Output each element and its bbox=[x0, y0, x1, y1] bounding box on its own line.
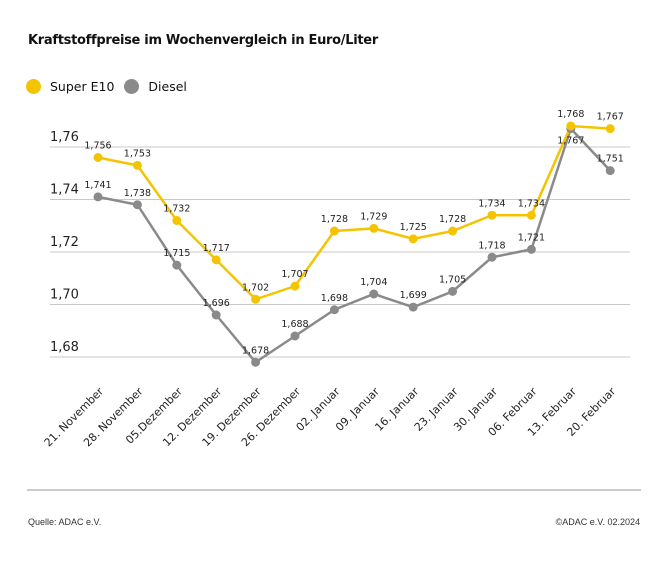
data-point bbox=[369, 223, 379, 233]
copyright-note: ©ADAC e.V. 02.2024 bbox=[555, 517, 640, 527]
data-point bbox=[290, 281, 300, 291]
data-point bbox=[211, 255, 221, 265]
data-point bbox=[526, 210, 536, 220]
data-point bbox=[408, 302, 418, 312]
data-point bbox=[132, 160, 142, 170]
y-tick-label: 1,70 bbox=[50, 288, 79, 303]
data-point bbox=[448, 226, 458, 236]
y-tick-label: 1,68 bbox=[50, 340, 79, 355]
data-point bbox=[172, 216, 182, 225]
y-tick-label: 1,72 bbox=[50, 235, 79, 250]
data-label: 1,721 bbox=[518, 232, 545, 243]
data-label: 1,688 bbox=[281, 319, 308, 330]
legend: Super E10 Diesel bbox=[26, 79, 197, 94]
data-point bbox=[290, 331, 300, 341]
data-point bbox=[369, 289, 379, 299]
data-label: 1,696 bbox=[203, 298, 230, 309]
chart-title: Kraftstoffpreise im Wochenvergleich in E… bbox=[28, 33, 378, 48]
data-point bbox=[526, 244, 536, 254]
data-label: 1,767 bbox=[597, 112, 624, 123]
data-label: 1,734 bbox=[478, 198, 505, 209]
data-label: 1,698 bbox=[321, 293, 348, 304]
data-point bbox=[93, 153, 103, 162]
data-point bbox=[93, 192, 103, 202]
data-point bbox=[172, 260, 182, 270]
data-label: 1,717 bbox=[203, 243, 230, 254]
legend-marker-diesel bbox=[124, 79, 140, 94]
data-label: 1,734 bbox=[518, 198, 545, 209]
data-label: 1,702 bbox=[242, 282, 269, 293]
data-point bbox=[487, 252, 497, 262]
data-point bbox=[251, 357, 261, 367]
data-label: 1,753 bbox=[124, 148, 151, 159]
source-note: Quelle: ADAC e.V. bbox=[28, 517, 102, 527]
data-point bbox=[605, 166, 615, 176]
data-point bbox=[487, 210, 497, 220]
data-label: 1,738 bbox=[124, 188, 151, 199]
data-point bbox=[329, 305, 339, 315]
data-point bbox=[329, 226, 339, 236]
legend-marker-super-e10 bbox=[26, 79, 41, 94]
legend-label-super-e10: Super E10 bbox=[50, 79, 115, 94]
data-label: 1,699 bbox=[400, 290, 427, 301]
data-label: 1,678 bbox=[242, 345, 269, 356]
data-label: 1,728 bbox=[439, 214, 466, 225]
data-label: 1,704 bbox=[360, 277, 387, 288]
data-label: 1,728 bbox=[321, 214, 348, 225]
data-point bbox=[448, 286, 458, 296]
data-label: 1,741 bbox=[84, 180, 111, 191]
y-tick-label: 1,76 bbox=[50, 130, 79, 145]
data-label: 1,725 bbox=[400, 222, 427, 233]
data-label: 1,707 bbox=[281, 269, 308, 280]
series-line-super-e10 bbox=[97, 124, 611, 301]
y-tick-label: 1,74 bbox=[50, 183, 79, 198]
data-label: 1,732 bbox=[163, 204, 190, 215]
data-point bbox=[132, 200, 142, 210]
data-label: 1,715 bbox=[163, 248, 190, 259]
legend-label-diesel: Diesel bbox=[148, 79, 187, 94]
data-label: 1,705 bbox=[439, 274, 466, 285]
data-label: 1,718 bbox=[478, 240, 505, 251]
data-point bbox=[251, 294, 261, 304]
data-label: 1,729 bbox=[360, 211, 387, 222]
data-label: 1,751 bbox=[597, 154, 624, 165]
data-point bbox=[566, 121, 576, 131]
data-point bbox=[408, 234, 418, 244]
data-point bbox=[211, 310, 221, 320]
data-label: 1,768 bbox=[557, 109, 584, 120]
series-line-diesel bbox=[97, 126, 612, 364]
data-label: 1,767 bbox=[557, 136, 584, 147]
data-label: 1,756 bbox=[84, 141, 111, 152]
data-point bbox=[605, 124, 615, 134]
